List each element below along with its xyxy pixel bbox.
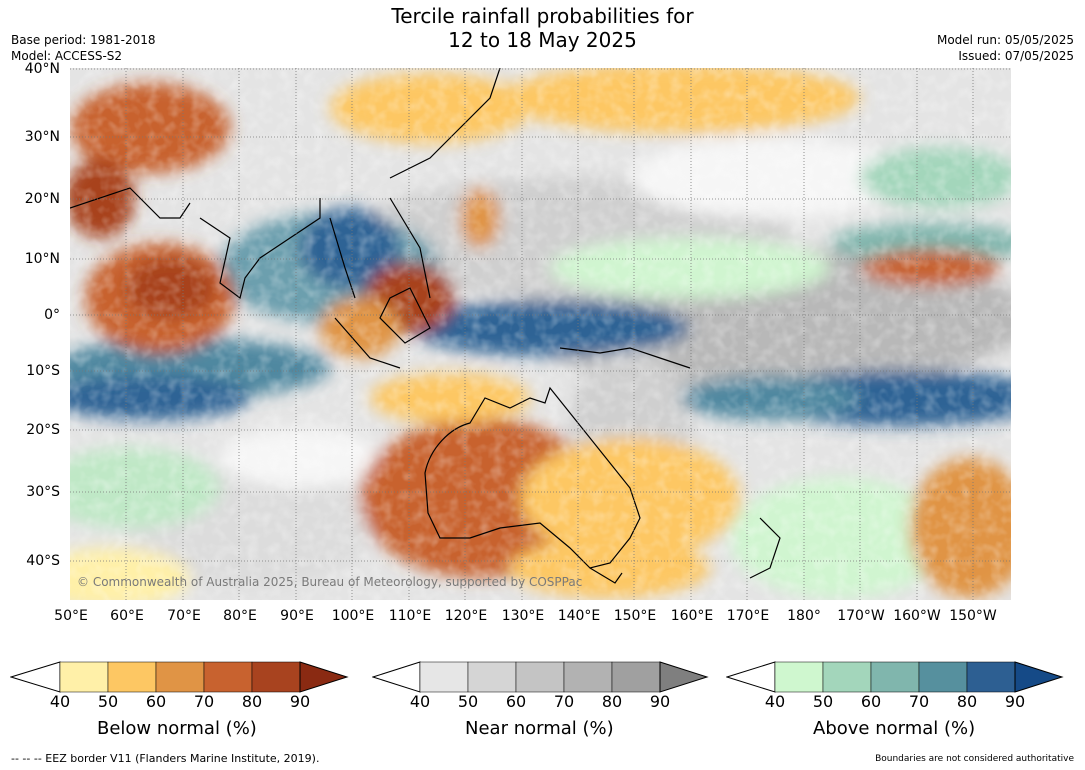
colorbar-swatch (822, 661, 872, 693)
colorbar-swatch (59, 661, 109, 693)
lat-label: 20°N (24, 191, 60, 207)
lon-label: 70°E (167, 608, 201, 624)
lon-label: 90°E (280, 608, 314, 624)
colorbar-tick: 50 (97, 692, 119, 711)
colorbar-tick: 80 (241, 692, 263, 711)
colorbar-start-arrow (10, 661, 61, 693)
lon-label: 60°E (110, 608, 144, 624)
new-guinea-coast (559, 347, 691, 369)
colorbar-swatch (870, 661, 920, 693)
eez-border-note: -- -- -- EEZ border V11 (Flanders Marine… (11, 752, 320, 765)
graticule (70, 68, 1011, 600)
lat-label: 10°S (26, 363, 60, 379)
colorbar-swatch (251, 661, 301, 693)
colorbar-swatch (467, 661, 517, 693)
colorbar-tick: 50 (812, 692, 834, 711)
colorbar-tick: 40 (409, 692, 431, 711)
colorbar-swatch (515, 661, 565, 693)
colorbar-tick: 90 (1004, 692, 1026, 711)
colorbar-below-normal (10, 661, 349, 693)
colorbar-tick: 60 (145, 692, 167, 711)
india-coast (199, 198, 321, 300)
colorbar-above-normal (726, 661, 1064, 693)
colorbar-label: Below normal (%) (97, 718, 257, 739)
colorbar-label: Above normal (%) (813, 718, 976, 739)
colorbar-tick: 60 (860, 692, 882, 711)
lon-label: 120°E (444, 608, 488, 624)
lat-label: 40°N (24, 61, 60, 77)
colorbar-swatch (419, 661, 469, 693)
lon-label: 150°E (613, 608, 657, 624)
lat-label: 20°S (26, 422, 60, 438)
rainfall-probability-map: © Commonwealth of Australia 2025, Bureau… (70, 68, 1011, 600)
colorbar-end-arrow (299, 661, 349, 693)
lon-label: 180° (787, 608, 821, 624)
meta-right: Model run: 05/05/2025 Issued: 07/05/2025 (937, 32, 1074, 64)
lon-label: 130°E (501, 608, 545, 624)
texture-overlay (70, 68, 1011, 600)
colorbar-tick: 90 (649, 692, 671, 711)
colorbar-end-arrow (1014, 661, 1064, 693)
model-run: Model run: 05/05/2025 (936, 33, 1074, 47)
colorbar-tick: 40 (49, 692, 71, 711)
base-period: Base period: 1981-2018 (11, 33, 156, 47)
title-line-1: Tercile rainfall probabilities for (391, 4, 694, 28)
colorbar-tick: 70 (553, 692, 575, 711)
new-zealand-coast (749, 517, 781, 579)
issued-date: Issued: 07/05/2025 (958, 49, 1074, 63)
colorbar-swatch (774, 661, 824, 693)
copyright-text: © Commonwealth of Australia 2025, Bureau… (77, 575, 582, 589)
sumatra-borneo-coast (334, 287, 431, 369)
lat-label: 0° (44, 307, 60, 323)
colorbar-tick: 60 (505, 692, 527, 711)
lon-label: 170°W (837, 608, 885, 624)
lon-label: 150°W (949, 608, 997, 624)
china-coast (389, 68, 501, 179)
colorbar-tick: 80 (956, 692, 978, 711)
map-title: Tercile rainfall probabilities for 12 to… (0, 4, 1085, 52)
colorbar-tick: 50 (457, 692, 479, 711)
colorbar-swatch (203, 661, 253, 693)
boundaries-disclaimer: Boundaries are not considered authoritat… (875, 754, 1074, 764)
colorbar-swatch (918, 661, 968, 693)
lat-label: 30°N (24, 129, 60, 145)
colorbar-swatch (155, 661, 205, 693)
meta-left: Base period: 1981-2018 Model: ACCESS-S2 (11, 32, 156, 64)
lat-label: 10°N (24, 251, 60, 267)
colorbar-tick: 80 (601, 692, 623, 711)
colorbar-swatch (966, 661, 1016, 693)
colorbar-label: Near normal (%) (465, 718, 614, 739)
lon-label: 170°E (726, 608, 770, 624)
lon-label: 80°E (223, 608, 257, 624)
lon-label: 140°E (557, 608, 601, 624)
colorbar-tick: 90 (289, 692, 311, 711)
colorbar-swatch (563, 661, 613, 693)
coastlines (70, 68, 781, 584)
lon-label: 50°E (54, 608, 88, 624)
lat-label: 30°S (26, 484, 60, 500)
colorbar-near-normal (372, 661, 709, 693)
colorbar-swatch (107, 661, 157, 693)
colorbar-tick: 70 (908, 692, 930, 711)
title-line-2: 12 to 18 May 2025 (448, 28, 637, 52)
colorbar-start-arrow (726, 661, 776, 693)
australia-coast (424, 386, 641, 569)
lon-label: 160°E (670, 608, 714, 624)
lat-label: 40°S (26, 553, 60, 569)
colorbar-swatch (611, 661, 661, 693)
model-name: Model: ACCESS-S2 (11, 49, 123, 63)
tasmania-coast (589, 567, 623, 584)
colorbar-tick: 40 (764, 692, 786, 711)
lon-label: 160°W (893, 608, 941, 624)
lon-label: 100°E (331, 608, 375, 624)
colorbar-end-arrow (659, 661, 709, 693)
lon-label: 110°E (388, 608, 432, 624)
colorbar-tick: 70 (193, 692, 215, 711)
colorbar-start-arrow (372, 661, 421, 693)
